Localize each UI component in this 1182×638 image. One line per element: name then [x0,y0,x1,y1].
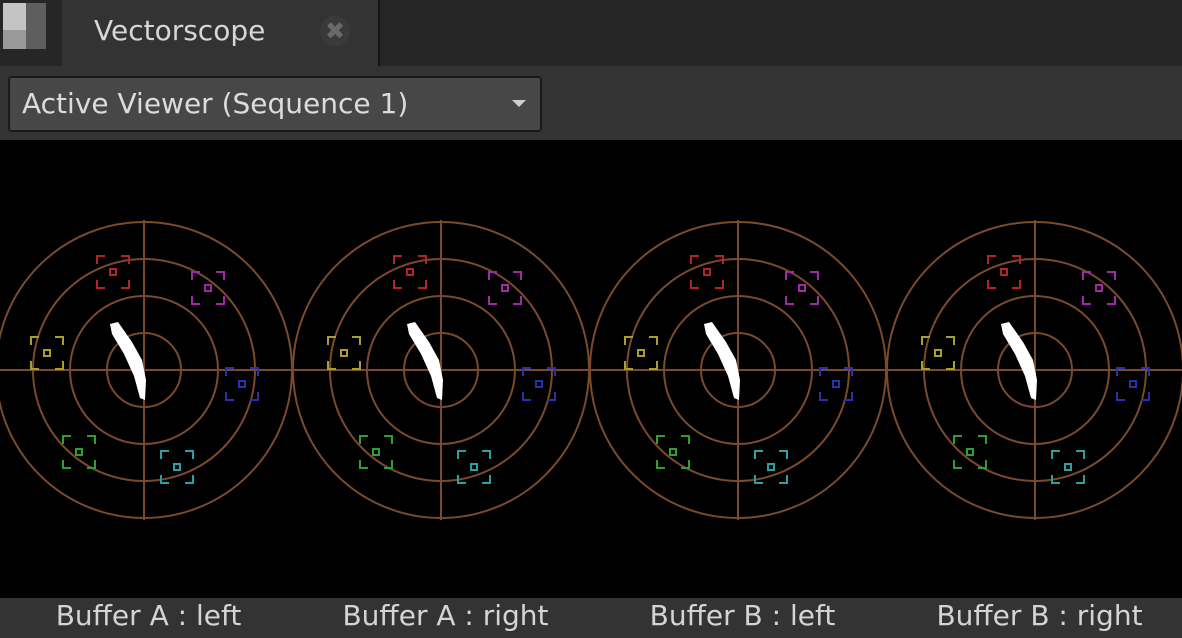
target-bracket-Yl [327,336,361,370]
vectorscope-trace [704,322,740,400]
target-bracket-G [62,435,96,469]
target-bracket-B [522,367,556,401]
target-box-Yl [934,349,942,357]
target-box-B [238,380,246,388]
target-bracket-R [96,255,130,289]
chevron-down-icon [512,100,526,107]
target-bracket-R [690,255,724,289]
target-box-G [75,448,83,456]
target-box-R [1000,268,1008,276]
target-box-Mg [501,284,509,292]
target-bracket-Mg [785,271,819,305]
target-bracket-G [359,435,393,469]
target-bracket-G [953,435,987,469]
close-icon[interactable]: ✖ [320,16,350,46]
target-bracket-Yl [624,336,658,370]
target-box-Mg [798,284,806,292]
tab-bar: Vectorscope ✖ [0,0,1182,66]
target-bracket-B [1116,367,1150,401]
buffer-label: Buffer A : left [55,599,242,632]
panel-menu-icon[interactable] [3,3,46,49]
target-box-Cy [1064,463,1072,471]
target-bracket-Mg [1082,271,1116,305]
target-bracket-Mg [191,271,225,305]
target-box-Mg [1095,284,1103,292]
target-box-B [832,380,840,388]
target-box-Cy [173,463,181,471]
vectorscope-trace [407,322,443,400]
target-bracket-G [656,435,690,469]
target-box-R [109,268,117,276]
target-bracket-B [819,367,853,401]
vectorscope-trace [110,322,146,400]
tab-vectorscope[interactable]: Vectorscope ✖ [62,0,380,66]
vectorscope-trace [1001,322,1037,400]
target-box-Cy [767,463,775,471]
target-bracket-Cy [160,450,194,484]
target-box-B [535,380,543,388]
target-box-R [703,268,711,276]
target-box-Cy [470,463,478,471]
target-box-Yl [43,349,51,357]
target-bracket-Cy [1051,450,1085,484]
buffer-label: Buffer B : right [936,599,1143,632]
vectorscope-display [0,140,1182,598]
target-box-Yl [637,349,645,357]
target-bracket-Cy [754,450,788,484]
buffer-label: Buffer B : left [649,599,836,632]
target-box-Mg [204,284,212,292]
target-bracket-B [225,367,259,401]
target-bracket-Cy [457,450,491,484]
target-bracket-Yl [30,336,64,370]
target-bracket-R [393,255,427,289]
target-box-G [372,448,380,456]
toolbar: Active Viewer (Sequence 1) [0,66,1182,140]
viewer-select-value: Active Viewer (Sequence 1) [22,87,409,120]
buffer-labels: Buffer A : left Buffer A : right Buffer … [0,598,1182,638]
target-bracket-Mg [488,271,522,305]
target-bracket-R [987,255,1021,289]
target-box-R [406,268,414,276]
target-box-G [669,448,677,456]
buffer-label: Buffer A : right [342,599,549,632]
target-bracket-Yl [921,336,955,370]
viewer-select[interactable]: Active Viewer (Sequence 1) [8,76,542,132]
target-box-B [1129,380,1137,388]
tab-label: Vectorscope [94,14,266,47]
target-box-G [966,448,974,456]
vectorscope-canvas [0,220,1182,520]
target-box-Yl [340,349,348,357]
